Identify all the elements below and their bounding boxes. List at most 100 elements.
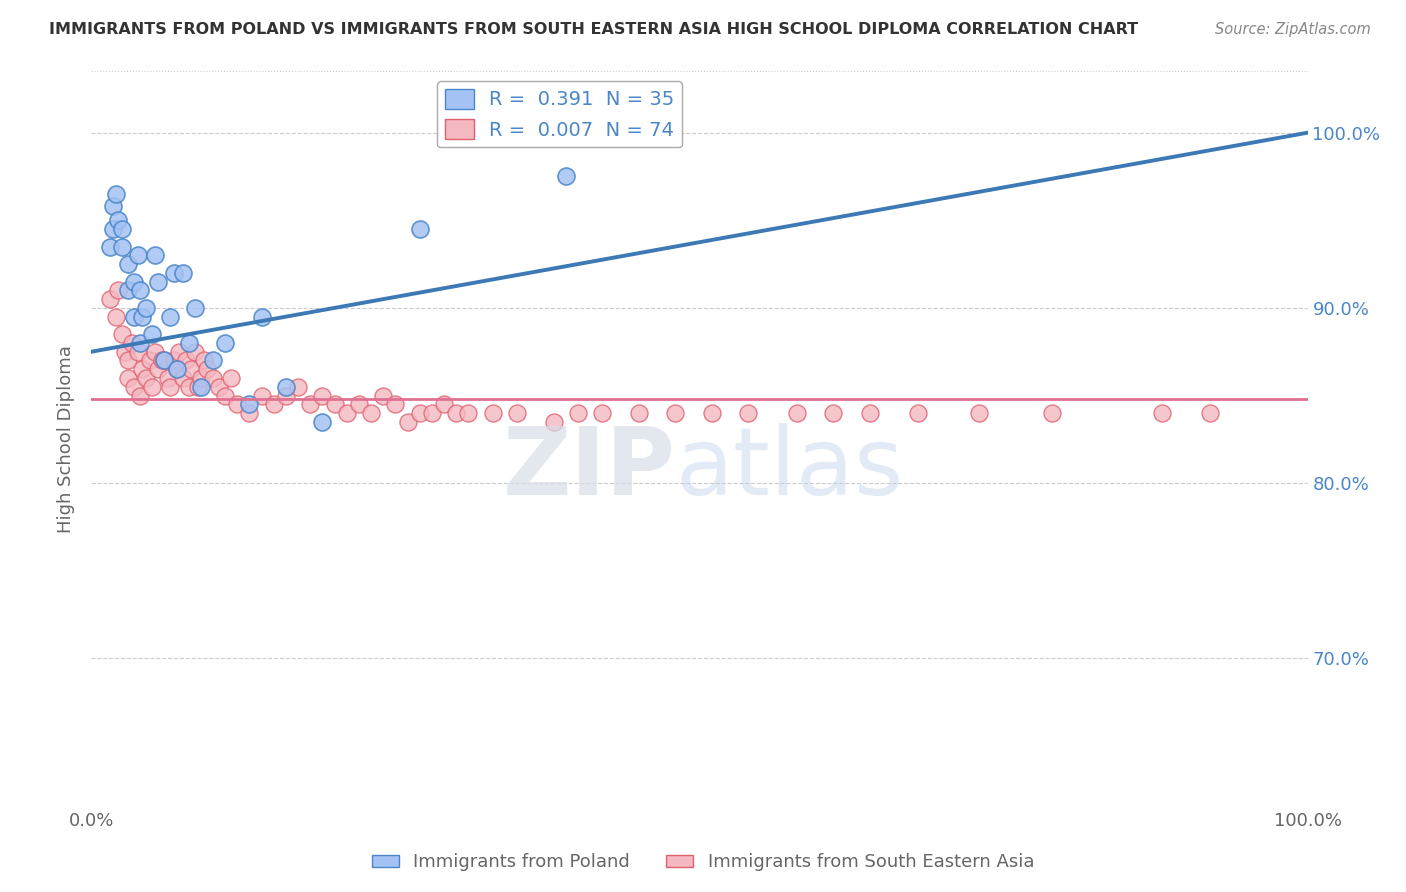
Point [166,362,188,376]
Point [1199,406,1222,420]
Point [127,248,149,262]
Point [122,310,145,324]
Point [360,406,382,420]
Point [214,335,236,350]
Point [107,284,129,298]
Point [153,353,176,368]
Point [208,380,231,394]
Point [135,371,157,385]
Point [107,213,129,227]
Point [177,380,200,394]
Point [141,380,163,394]
Point [114,344,136,359]
Point [250,310,273,324]
Point [299,397,322,411]
Point [163,266,186,280]
Point [111,239,134,253]
Point [554,169,576,184]
Point [180,362,202,376]
Point [859,406,882,420]
Point [167,344,190,359]
Point [159,380,181,394]
Point [104,187,127,202]
Point [506,406,529,420]
Point [409,222,432,236]
Point [131,310,153,324]
Point [384,397,406,411]
Point [103,199,125,213]
Legend: Immigrants from Poland, Immigrants from South Eastern Asia: Immigrants from Poland, Immigrants from … [364,847,1042,879]
Point [543,415,565,429]
Point [202,353,225,368]
Point [420,406,443,420]
Point [153,353,176,368]
Point [627,406,650,420]
Point [98,292,121,306]
Point [111,327,134,342]
Point [156,371,179,385]
Point [457,406,479,420]
Text: ZIP: ZIP [502,423,675,515]
Point [122,380,145,394]
Point [127,344,149,359]
Point [159,310,181,324]
Point [117,284,139,298]
Point [1150,406,1173,420]
Point [187,380,209,394]
Point [214,388,236,402]
Point [1040,406,1063,420]
Point [373,388,395,402]
Point [907,406,929,420]
Point [143,248,166,262]
Point [190,380,212,394]
Point [131,362,153,376]
Point [433,397,456,411]
Point [98,239,121,253]
Point [117,371,139,385]
Point [238,397,260,411]
Point [823,406,845,420]
Point [287,380,309,394]
Point [122,275,145,289]
Point [967,406,990,420]
Point [150,353,173,368]
Point [591,406,613,420]
Point [737,406,759,420]
Point [481,406,503,420]
Point [226,397,249,411]
Point [117,353,139,368]
Point [193,353,215,368]
Point [274,388,297,402]
Point [135,301,157,315]
Point [148,275,170,289]
Legend: R =  0.391  N = 35, R =  0.007  N = 74: R = 0.391 N = 35, R = 0.007 N = 74 [437,81,682,147]
Point [263,397,285,411]
Point [174,353,197,368]
Point [409,406,432,420]
Point [117,257,139,271]
Point [195,362,218,376]
Point [311,415,333,429]
Point [172,371,194,385]
Point [129,335,152,350]
Point [163,353,186,368]
Text: atlas: atlas [675,423,904,515]
Point [250,388,273,402]
Point [139,353,162,368]
Point [274,380,297,394]
Point [347,397,370,411]
Point [567,406,589,420]
Point [166,362,188,376]
Point [104,310,127,324]
Point [238,406,260,420]
Point [148,362,170,376]
Point [396,415,419,429]
Point [219,371,242,385]
Point [336,406,359,420]
Point [786,406,808,420]
Point [190,371,212,385]
Text: Source: ZipAtlas.com: Source: ZipAtlas.com [1215,22,1371,37]
Point [664,406,686,420]
Point [129,388,152,402]
Point [121,335,143,350]
